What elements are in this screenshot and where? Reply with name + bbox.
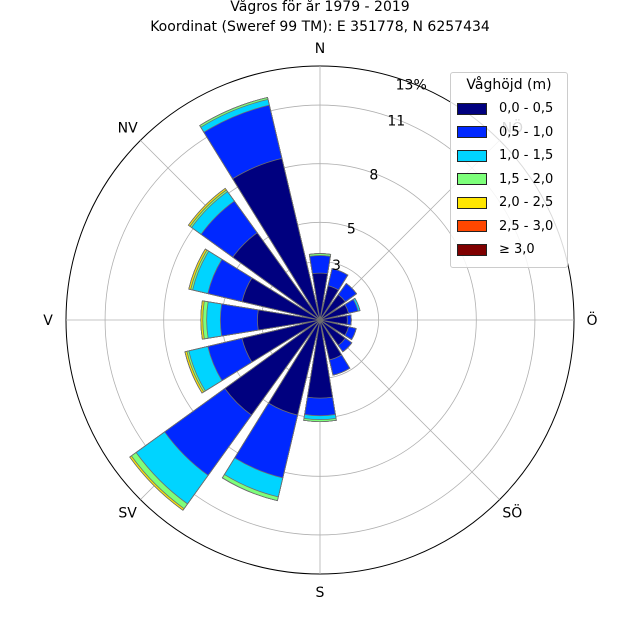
bar-segment bbox=[257, 309, 321, 331]
legend-swatch bbox=[457, 196, 487, 209]
bar-group-ÖNÖ bbox=[319, 297, 361, 321]
chart-title: Vågros för år 1979 - 2019 bbox=[230, 0, 410, 15]
bar-group-VNV bbox=[188, 248, 321, 321]
legend-entry: 1,0 - 1,5 bbox=[457, 144, 561, 168]
radial-tick-label: 8 bbox=[369, 168, 378, 184]
bar-segment bbox=[241, 319, 321, 363]
compass-label: S bbox=[316, 585, 325, 601]
bar-segment bbox=[319, 285, 340, 321]
legend-swatch bbox=[457, 220, 487, 233]
bar-group-SSÖ bbox=[319, 319, 351, 376]
compass-label: SÖ bbox=[502, 503, 522, 521]
legend: Våghöjd (m) 0,0 - 0,5 0,5 - 1,0 1,0 - 1,5 1… bbox=[450, 72, 568, 268]
bar-segment bbox=[319, 319, 350, 336]
bar-segment bbox=[307, 319, 333, 399]
compass-label: Ö bbox=[586, 311, 597, 329]
legend-entry: 2,0 - 2,5 bbox=[457, 191, 561, 215]
bar-segment bbox=[319, 294, 346, 321]
bar-group-ÖSÖ bbox=[319, 319, 357, 341]
bar-group-SSV bbox=[221, 319, 321, 502]
legend-label: 2,5 - 3,0 bbox=[499, 218, 554, 234]
bar-group-NV bbox=[187, 187, 321, 321]
bar-segment bbox=[319, 315, 348, 325]
radial-tick-label: 13% bbox=[396, 77, 427, 93]
bar-group-SV bbox=[129, 319, 321, 511]
bars bbox=[129, 97, 361, 511]
legend-label: 1,0 - 1,5 bbox=[499, 148, 554, 164]
compass-label: N bbox=[315, 41, 325, 57]
bar-segment bbox=[312, 272, 328, 321]
grid-spoke-3 bbox=[319, 319, 500, 500]
bar-group-Ö bbox=[319, 314, 352, 326]
bar-group-S bbox=[303, 319, 337, 423]
legend-label: 1,5 - 2,0 bbox=[499, 171, 554, 187]
bar-segment bbox=[319, 319, 346, 346]
legend-swatch bbox=[457, 149, 487, 162]
legend-entry: 1,5 - 2,0 bbox=[457, 168, 561, 192]
bar-segment bbox=[232, 232, 321, 321]
radial-tick-label: 3 bbox=[332, 258, 341, 274]
bar-segment bbox=[232, 157, 321, 321]
legend-entry: 0,5 - 1,0 bbox=[457, 121, 561, 145]
radial-tick-label: 5 bbox=[347, 222, 356, 238]
bar-group-VSV bbox=[184, 319, 321, 394]
bar-group-NNV bbox=[199, 97, 321, 321]
legend-swatch bbox=[457, 126, 487, 139]
bar-segment bbox=[319, 304, 350, 321]
legend-entry: 2,5 - 3,0 bbox=[457, 215, 561, 239]
bar-segment bbox=[241, 277, 321, 321]
bar-group-V bbox=[200, 300, 321, 340]
bar-group-N bbox=[308, 253, 332, 321]
bar-segment bbox=[268, 319, 321, 416]
bar-segment bbox=[319, 319, 343, 361]
legend-swatch bbox=[457, 102, 487, 115]
legend-label: ≥ 3,0 bbox=[499, 242, 535, 258]
legend-label: 0,5 - 1,0 bbox=[499, 124, 554, 140]
radial-tick-label: 11 bbox=[387, 113, 405, 129]
bar-group-SÖ bbox=[319, 319, 353, 353]
chart-subtitle: Koordinat (Sweref 99 TM): E 351778, N 62… bbox=[150, 19, 490, 35]
compass-label: SV bbox=[118, 505, 137, 521]
legend-entry: 0,0 - 0,5 bbox=[457, 97, 561, 121]
legend-label: 0,0 - 0,5 bbox=[499, 101, 554, 117]
legend-swatch bbox=[457, 243, 487, 256]
legend-title: Våghöjd (m) bbox=[466, 77, 552, 93]
legend-swatch bbox=[457, 173, 487, 186]
bar-group-NNÖ bbox=[319, 268, 349, 321]
bar-group-NÖ bbox=[319, 282, 358, 321]
legend-label: 2,0 - 2,5 bbox=[499, 195, 554, 211]
legend-entry: ≥ 3,0 bbox=[457, 238, 561, 262]
compass-label: NV bbox=[118, 121, 138, 137]
compass-label: V bbox=[43, 313, 53, 329]
bar-segment bbox=[224, 319, 321, 416]
